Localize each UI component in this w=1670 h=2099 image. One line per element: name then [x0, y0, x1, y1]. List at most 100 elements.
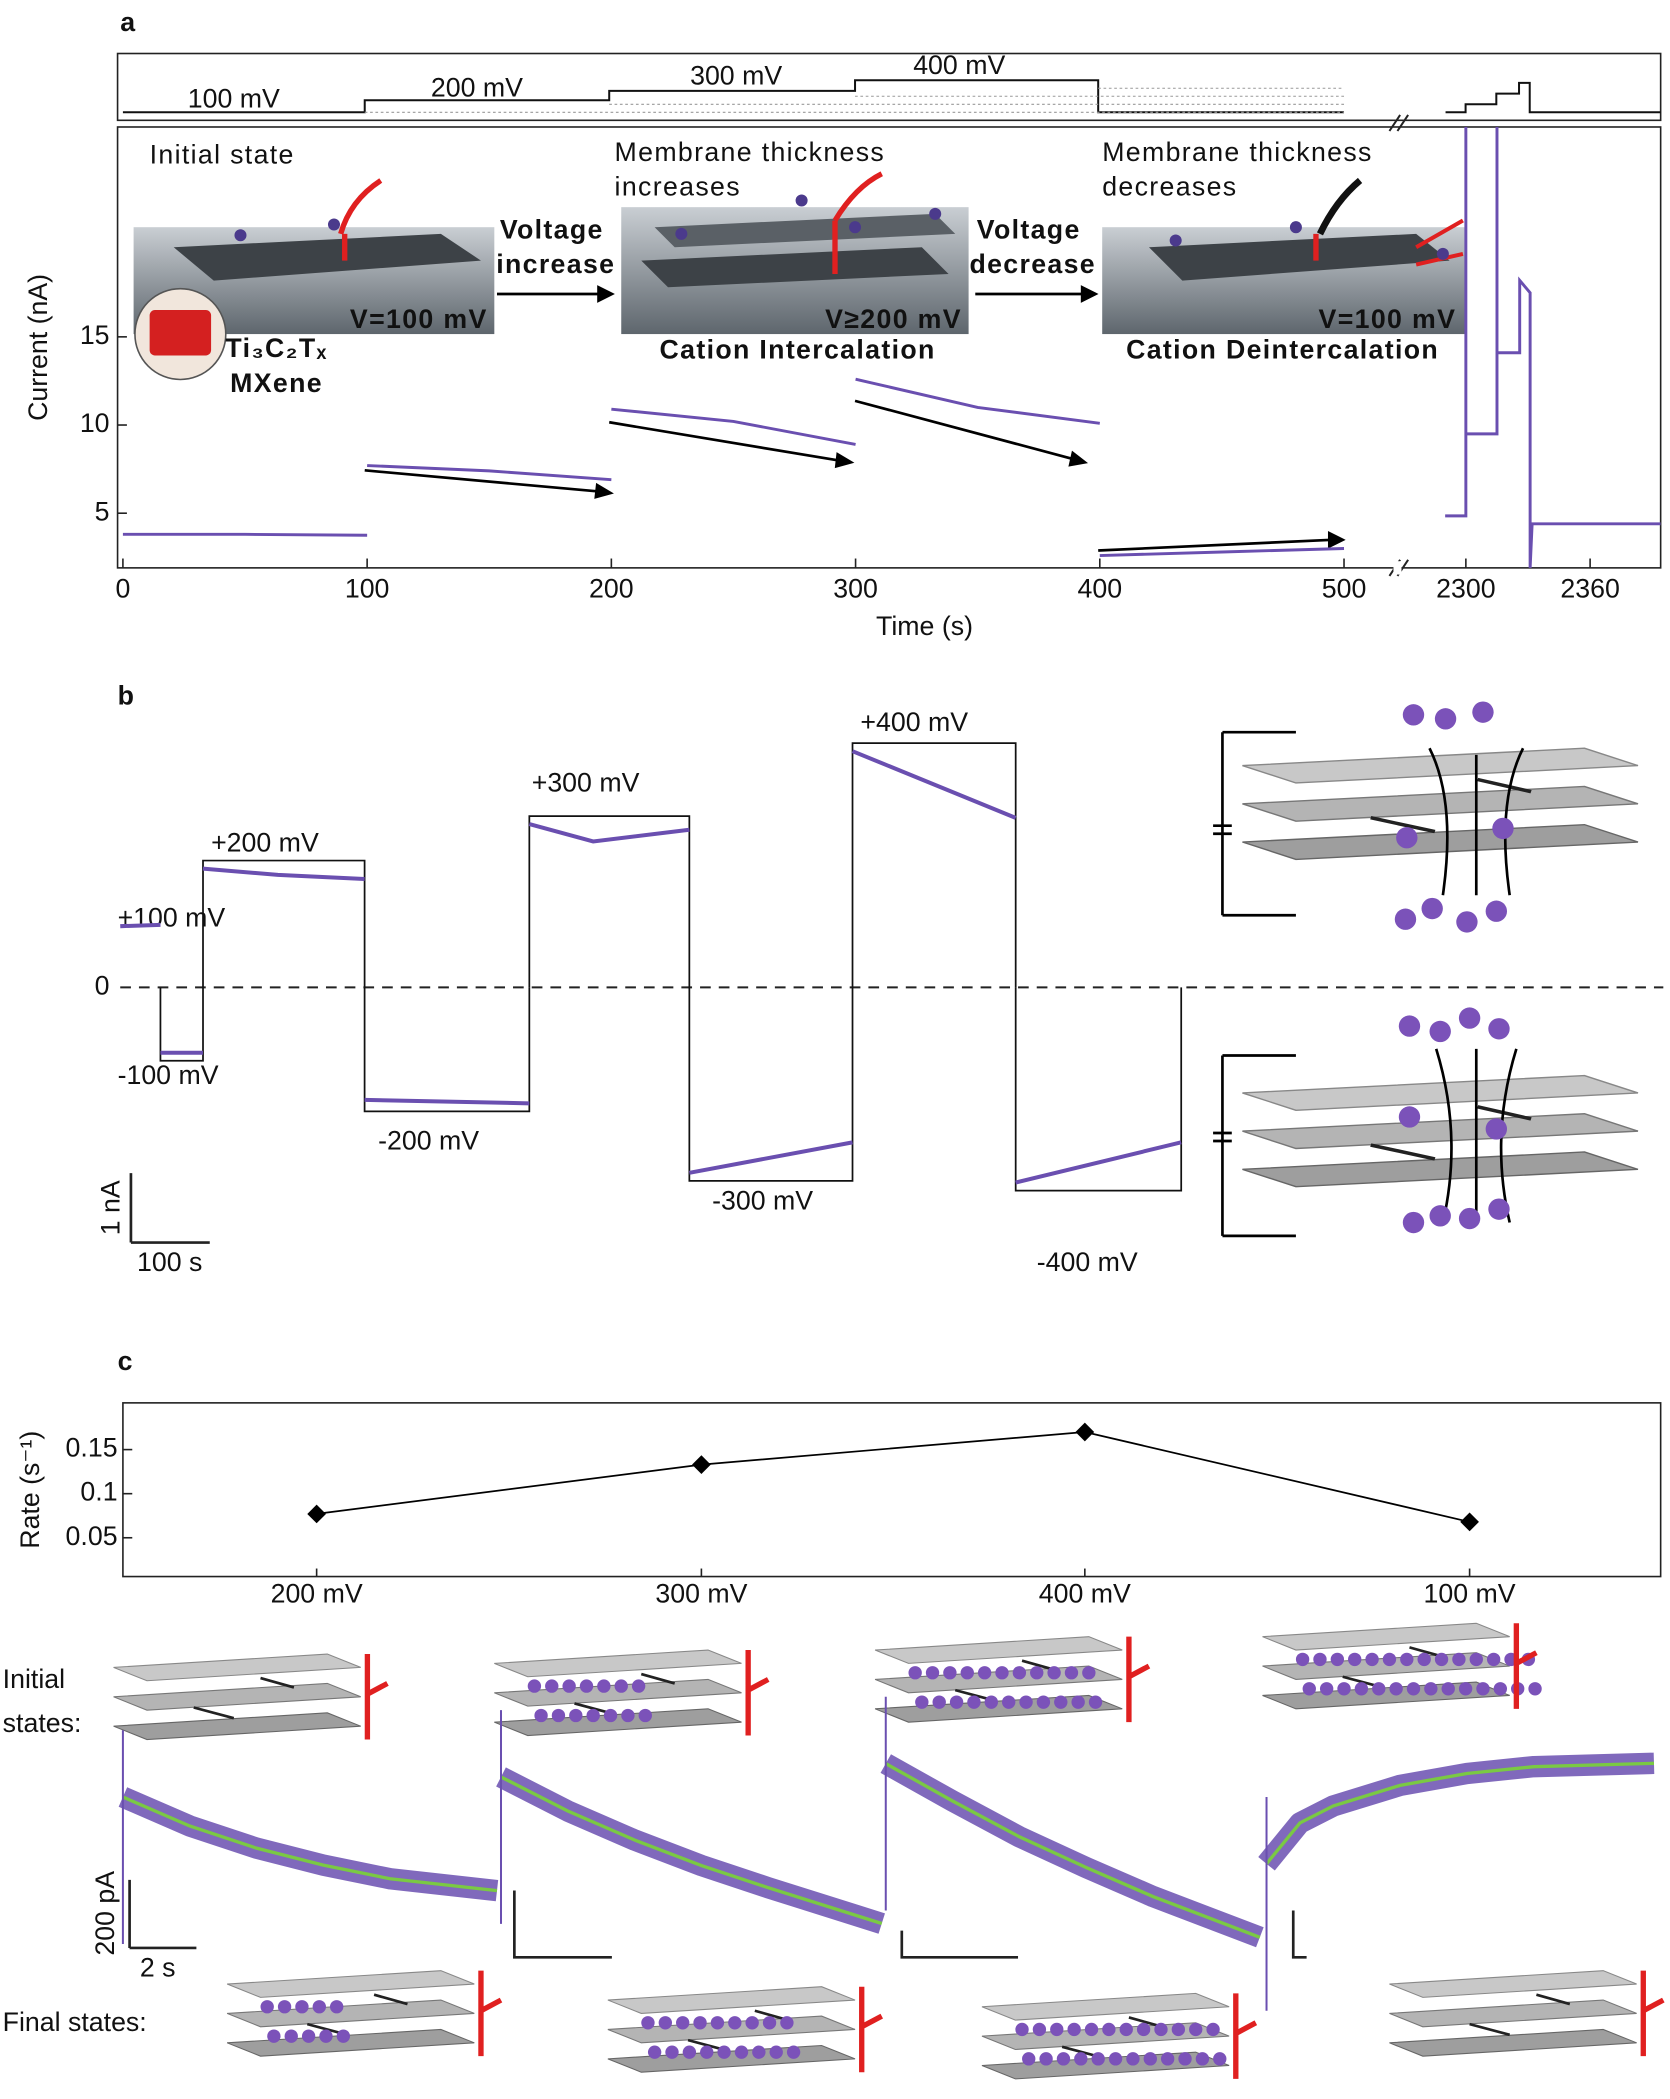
ion [1019, 1695, 1033, 1709]
membrane-contact [859, 1986, 884, 2073]
ion [1102, 2022, 1116, 2037]
ion [1424, 1682, 1438, 1696]
protocol-label: 200 mV [431, 73, 523, 103]
scalebar-label: 100 s [137, 1247, 202, 1277]
ion [908, 1666, 922, 1680]
ion [1476, 1682, 1490, 1696]
membrane-contact [1126, 1636, 1151, 1723]
protocol-box [363, 987, 531, 1113]
segment-label: -400 mV [1037, 1247, 1138, 1277]
mxene-icon [134, 287, 227, 381]
scalebar-label: 2 s [140, 1952, 176, 1982]
ion [1493, 1682, 1508, 1696]
ion [849, 221, 862, 234]
ion [995, 1666, 1009, 1680]
ion [1108, 2052, 1123, 2066]
membrane-layers [873, 1635, 1124, 1724]
ion [1189, 2022, 1203, 2037]
ion [295, 2000, 309, 2014]
ion [1398, 1015, 1421, 1037]
segment-label: -100 mV [118, 1060, 219, 1090]
ion [1485, 1118, 1508, 1140]
ion [631, 1679, 646, 1693]
membrane-layers [492, 1648, 743, 1737]
membrane-schematic [1388, 1969, 1665, 2058]
ion [1429, 1020, 1451, 1043]
ion [1126, 2052, 1140, 2066]
protocol-box [202, 859, 366, 988]
membrane-layers [112, 1652, 363, 1741]
ion [1295, 1652, 1310, 1667]
ion [1394, 908, 1417, 930]
ion [1206, 2022, 1220, 2037]
ion [1421, 897, 1443, 920]
x-tick-label: 200 [589, 574, 634, 604]
membrane-layers [1261, 1621, 1512, 1711]
fit-curve [500, 1775, 883, 1926]
ion [1074, 2052, 1088, 2066]
protocol-box [528, 815, 691, 988]
fit-curve [122, 1795, 498, 1893]
segment-label: +400 mV [860, 707, 968, 737]
protocol-box [688, 987, 854, 1182]
ion [301, 2029, 316, 2043]
x-tick-label: 2360 [1560, 574, 1619, 604]
ion [1050, 2022, 1064, 2037]
ion [284, 2029, 298, 2043]
ion [710, 2016, 725, 2030]
ion [1022, 2052, 1036, 2066]
ion [984, 1695, 998, 1709]
ion [780, 2016, 794, 2030]
ion [1195, 2052, 1210, 2066]
ion [960, 1666, 974, 1680]
x-tick-label: 500 [1322, 574, 1367, 604]
ion [1169, 234, 1182, 247]
ion [336, 2029, 351, 2043]
membrane-schematic [606, 1985, 884, 2074]
ion [795, 194, 808, 207]
ion [1015, 2022, 1029, 2037]
final-label: Final states: [3, 2007, 147, 2037]
ion [1434, 708, 1457, 730]
ion [1143, 2052, 1157, 2066]
ion [1213, 2052, 1227, 2066]
ion [1289, 221, 1302, 234]
ion [1047, 1666, 1061, 1680]
membrane-contact [1513, 1623, 1538, 1709]
x-tick-label: 100 mV [1424, 1578, 1516, 1608]
ion [1032, 2022, 1047, 2037]
ion [1302, 1682, 1316, 1696]
ion [527, 1679, 542, 1693]
segment-label: -200 mV [378, 1125, 479, 1155]
membrane-contact [745, 1650, 770, 1736]
ion [1084, 2022, 1099, 2037]
ion [1458, 1007, 1481, 1029]
annotation: V≥200 mV [825, 304, 962, 334]
ion [1436, 247, 1449, 260]
ion [1036, 1695, 1051, 1709]
membrane-schematic [112, 1652, 389, 1741]
ion [752, 2045, 766, 2059]
segment-label: +100 mV [118, 902, 226, 932]
ion [545, 1679, 559, 1693]
ion [1067, 2022, 1081, 2037]
membrane-schematic [492, 1648, 770, 1737]
annotation: Membrane thickness [615, 137, 886, 167]
annotation: Voltage [977, 214, 1081, 244]
x-tick-label: 0 [115, 574, 130, 604]
x-tick-label: 2300 [1436, 574, 1495, 604]
ion [717, 2045, 731, 2059]
ion [675, 227, 688, 240]
membrane-layers [225, 1969, 476, 2058]
fit-curve [884, 1762, 1261, 1939]
ion [1458, 1682, 1473, 1696]
annotation: MXene [230, 368, 323, 398]
ion [1160, 2052, 1175, 2066]
membrane-schematic [873, 1635, 1151, 1724]
ion [597, 1679, 611, 1693]
ion [693, 2016, 707, 2030]
ion [1382, 1652, 1397, 1667]
fit-curve [1265, 1761, 1655, 1865]
